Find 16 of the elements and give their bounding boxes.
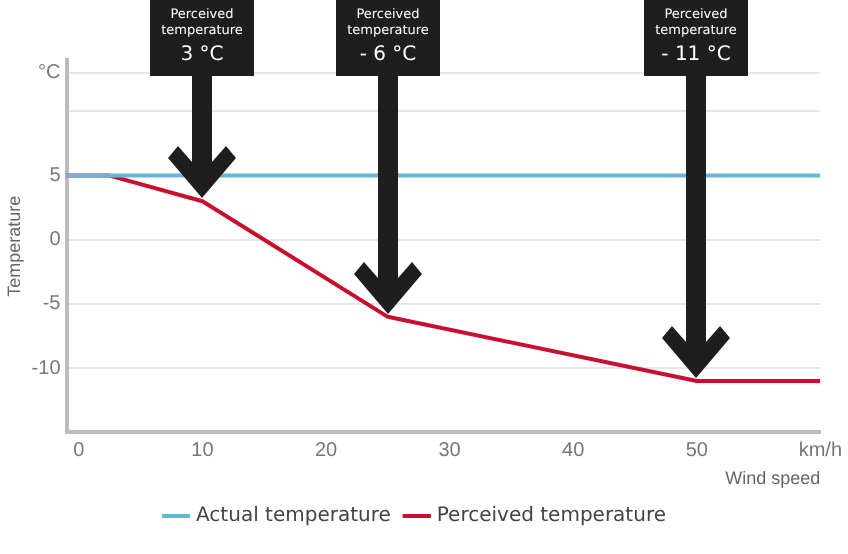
x-axis-title: Wind speed [725,468,821,489]
legend-label: Actual temperature [196,505,391,528]
y-axis-title: Temperature [3,195,24,297]
x-tick-label: 50 [685,439,709,462]
legend-label: Perceived temperature [436,505,666,528]
y-tick-label: -5 [42,293,62,316]
x-tick-label: 10 [191,439,215,462]
y-tick-label: 5 [49,165,62,188]
x-tick-label: km/h [798,439,842,462]
x-tick-label: 30 [438,439,462,462]
y-tick-label: °C [38,62,61,85]
y-tick-label: -10 [31,357,62,380]
y-tick-label: 0 [49,229,62,252]
x-tick-label: 20 [314,439,339,462]
x-tick-label: 0 [73,439,86,462]
x-tick-label: 40 [562,439,586,462]
